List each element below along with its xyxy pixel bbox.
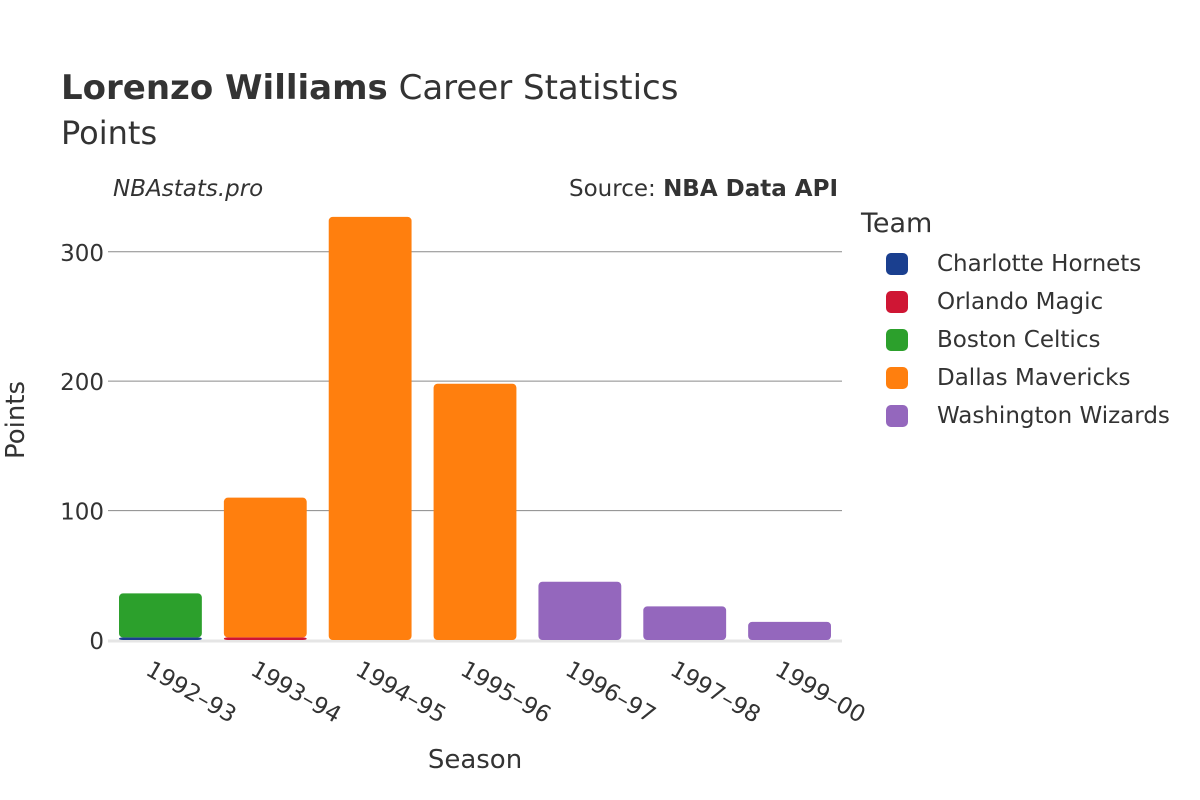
legend-item-charlotte-hornets[interactable]: Charlotte Hornets <box>861 245 1170 283</box>
x-tick-label: 1994–95 <box>351 657 450 729</box>
x-tick-label: 1997–98 <box>666 657 765 729</box>
player-name: Lorenzo Williams <box>61 68 388 108</box>
legend-item-orlando-magic[interactable]: Orlando Magic <box>861 283 1170 321</box>
legend-item-boston-celtics[interactable]: Boston Celtics <box>861 321 1170 359</box>
bar-dallas-mavericks <box>433 383 517 640</box>
source-note: Source: NBA Data API <box>569 176 838 202</box>
bar-washington-wizards <box>748 621 831 640</box>
legend-label: Boston Celtics <box>937 327 1101 353</box>
legend-swatch <box>886 405 908 427</box>
legend-title: Team <box>861 208 933 239</box>
legend-label: Dallas Mavericks <box>937 365 1131 391</box>
title-rest: Career Statistics <box>387 68 679 108</box>
chart-title: Lorenzo Williams Career Statistics <box>61 66 678 110</box>
x-tick-label: 1996–97 <box>561 657 660 729</box>
legend-swatch <box>886 253 908 275</box>
bar-washington-wizards <box>538 581 622 640</box>
y-axis-label: Points <box>1 380 31 460</box>
legend-swatch <box>886 367 908 389</box>
legend: Team Charlotte Hornets Orlando Magic Bos… <box>861 208 1170 435</box>
legend-label: Charlotte Hornets <box>937 251 1142 277</box>
source-prefix: Source: <box>569 176 664 202</box>
x-tick-label: 1992–93 <box>141 657 240 729</box>
watermark: NBAstats.pro <box>113 176 264 202</box>
legend-item-dallas-mavericks[interactable]: Dallas Mavericks <box>861 359 1170 397</box>
legend-swatch <box>886 291 908 313</box>
y-tick-label: 0 <box>89 629 104 655</box>
x-tick-label: 1999–00 <box>771 657 870 729</box>
chart-subtitle: Points <box>61 114 158 152</box>
y-tick-label: 100 <box>60 500 104 526</box>
bar-orlando-magic <box>223 637 307 640</box>
bar-dallas-mavericks <box>223 497 307 638</box>
x-tick-label: 1993–94 <box>246 657 345 729</box>
source-name: NBA Data API <box>663 176 838 202</box>
y-tick-label: 300 <box>60 241 104 267</box>
legend-label: Washington Wizards <box>937 403 1170 429</box>
bar-dallas-mavericks <box>328 216 412 640</box>
bar-charlotte-hornets <box>119 637 202 640</box>
legend-swatch <box>886 329 908 351</box>
legend-label: Orlando Magic <box>937 289 1104 315</box>
y-tick-label: 200 <box>60 370 104 396</box>
bar-boston-celtics <box>119 593 202 638</box>
x-tick-label: 1995–96 <box>456 657 555 729</box>
x-axis-label: Season <box>427 745 523 775</box>
bar-washington-wizards <box>643 606 727 640</box>
legend-item-washington-wizards[interactable]: Washington Wizards <box>861 397 1170 435</box>
